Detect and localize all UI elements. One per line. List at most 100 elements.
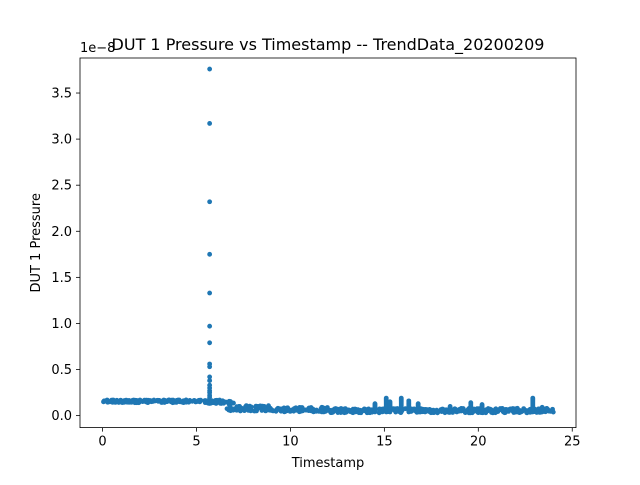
data-point	[329, 409, 335, 414]
data-point	[220, 398, 226, 404]
data-point	[207, 323, 213, 329]
data-point	[261, 404, 267, 409]
data-point	[134, 400, 140, 406]
data-point	[207, 394, 213, 400]
data-point	[346, 408, 352, 414]
data-point	[398, 395, 404, 401]
data-point	[228, 408, 233, 414]
data-point	[394, 406, 400, 411]
data-point	[447, 404, 453, 409]
data-point	[170, 398, 176, 404]
data-point	[207, 340, 213, 346]
data-point	[333, 408, 339, 414]
data-point	[458, 408, 464, 414]
data-point	[183, 399, 189, 405]
data-point	[207, 66, 213, 72]
x-axis-label: Timestamp	[291, 456, 365, 471]
data-point	[248, 406, 254, 411]
data-point	[142, 399, 148, 404]
x-tick-label: 25	[564, 435, 581, 450]
data-point	[383, 395, 389, 401]
data-point	[255, 403, 261, 409]
y-tick-label: 1.0	[51, 317, 72, 332]
data-point	[387, 399, 393, 405]
data-point	[161, 398, 167, 404]
data-point	[493, 410, 498, 416]
data-point	[524, 410, 530, 416]
x-axis-ticks: 0 5 10 15 20 25	[98, 427, 581, 450]
x-tick-label: 0	[98, 435, 106, 450]
data-point	[415, 401, 421, 407]
data-point	[213, 399, 219, 405]
data-point	[270, 408, 276, 414]
y-axis-label: DUT 1 Pressure	[29, 193, 44, 293]
data-point	[119, 400, 125, 405]
data-point	[110, 397, 116, 403]
scatter-points	[101, 66, 556, 416]
data-point	[341, 409, 346, 414]
data-point	[103, 398, 109, 404]
y-tick-label: 3.5	[51, 87, 72, 102]
data-point	[483, 410, 489, 416]
data-point	[252, 408, 258, 414]
y-axis-ticks: 0.0 0.5 1.0 1.5 2.0 2.5 3.0 3.5	[51, 87, 80, 424]
data-point	[195, 399, 201, 404]
data-point	[487, 406, 493, 412]
data-point	[439, 408, 445, 414]
data-point	[314, 407, 319, 413]
data-point	[462, 410, 468, 415]
data-point	[176, 398, 181, 403]
data-point	[243, 406, 249, 412]
data-point	[296, 408, 302, 414]
data-point	[307, 406, 313, 411]
data-point	[207, 121, 213, 126]
data-point	[228, 399, 234, 405]
data-point	[124, 399, 130, 405]
data-point	[452, 406, 458, 412]
data-point	[207, 290, 213, 296]
y-tick-label: 2.5	[51, 179, 72, 194]
data-point	[284, 405, 290, 411]
data-point	[350, 408, 355, 413]
data-point	[406, 398, 412, 404]
data-point	[380, 409, 386, 415]
data-point	[189, 398, 195, 404]
data-point	[434, 409, 440, 415]
data-point	[259, 408, 265, 413]
data-point	[207, 374, 213, 380]
data-point	[422, 409, 428, 415]
data-point	[468, 400, 474, 406]
x-tick-label: 20	[470, 435, 487, 450]
data-point	[206, 401, 212, 406]
data-point	[291, 406, 297, 412]
data-point	[207, 251, 213, 257]
x-tick-label: 5	[192, 435, 200, 450]
data-point	[367, 409, 373, 415]
data-point	[207, 364, 213, 370]
data-point	[300, 408, 305, 414]
data-point	[130, 399, 136, 405]
data-point	[207, 199, 213, 205]
data-point	[372, 401, 378, 407]
data-point	[281, 409, 287, 415]
data-point	[207, 378, 213, 383]
chart-title: DUT 1 Pressure vs Timestamp -- TrendData…	[112, 35, 545, 55]
x-tick-label: 15	[376, 435, 393, 450]
data-point	[530, 395, 536, 401]
data-point	[547, 408, 553, 414]
data-point	[116, 400, 122, 405]
data-point	[235, 404, 241, 410]
data-point	[508, 406, 514, 412]
plot-frame	[79, 57, 577, 429]
y-tick-label: 2.0	[51, 225, 72, 240]
y-tick-label: 0.5	[51, 363, 72, 378]
y-tick-label: 1.5	[51, 271, 72, 286]
x-tick-label: 10	[282, 435, 299, 450]
data-point	[319, 409, 325, 415]
data-point	[426, 409, 432, 414]
data-point	[361, 408, 367, 414]
y-tick-label: 0.0	[51, 409, 72, 424]
data-point	[517, 408, 523, 414]
